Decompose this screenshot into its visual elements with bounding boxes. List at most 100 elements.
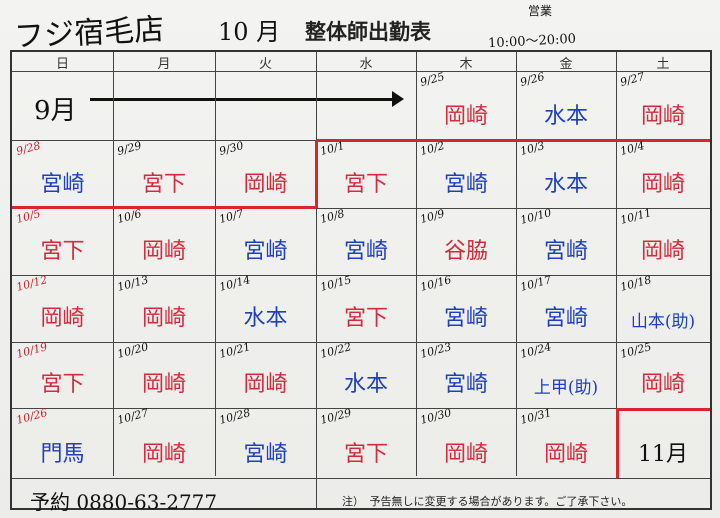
day-cell: 10/30 岡崎 <box>416 406 516 478</box>
day-cell: 10/11 岡崎 <box>616 206 710 275</box>
day-cell: 10/3 水本 <box>516 139 616 208</box>
day-cell: 10/17 宮崎 <box>516 273 616 342</box>
day-date: 9/27 <box>618 70 646 89</box>
day-date: 10/22 <box>318 340 353 361</box>
day-cell: 10/28 宮崎 <box>215 406 316 478</box>
day-cell: 10/6 岡崎 <box>113 207 215 275</box>
day-cell: 10/1 宮下 <box>316 139 416 208</box>
day-date: 10/1 <box>318 139 346 158</box>
weekday-header: 木 <box>459 57 473 72</box>
staff-name: 岡崎 <box>141 442 186 467</box>
day-cell: 10/9 谷脇 <box>416 207 516 275</box>
staff-name: 谷脇 <box>443 239 488 264</box>
day-date: 10/20 <box>115 340 150 361</box>
day-cell: 10/4 岡崎 <box>616 139 710 208</box>
day-cell: 10/12 岡崎 <box>12 273 113 342</box>
weekday-header: 土 <box>656 57 670 72</box>
day-date: 10/14 <box>217 273 252 294</box>
staff-name: 宮崎 <box>443 172 488 197</box>
staff-name: 宮崎 <box>40 172 85 197</box>
reservation-phone: 予約 0880-63-2777 <box>30 490 218 514</box>
day-date: 10/2 <box>418 139 446 158</box>
day-date: 10/21 <box>217 340 252 361</box>
weekday-header: 水 <box>359 57 373 72</box>
day-cell: 11月 <box>616 408 710 478</box>
day-date: 10/19 <box>14 340 49 361</box>
day-date: 10/8 <box>318 207 346 226</box>
day-date: 10/24 <box>518 340 553 361</box>
day-cell: 10/2 宮崎 <box>416 139 516 208</box>
day-date: 9/26 <box>518 70 546 89</box>
row-divider <box>12 208 710 209</box>
day-date: 10/25 <box>618 340 653 361</box>
day-date: 10/16 <box>418 273 453 294</box>
calendar-grid: 9月 予約 0880-63-2777 注） 予告無しに変更する場合があります。ご… <box>10 50 712 514</box>
day-date: 9/30 <box>217 139 245 158</box>
row-divider <box>12 408 710 409</box>
staff-name: 岡崎 <box>40 306 85 331</box>
day-date: 10/28 <box>217 406 252 427</box>
prev-month-label: 9月 <box>34 96 77 126</box>
day-date: 10/10 <box>518 206 553 227</box>
month-start-line <box>12 206 316 209</box>
staff-name: 宮下 <box>40 239 85 264</box>
day-cell: 10/8 宮崎 <box>316 207 416 275</box>
staff-name: 岡崎 <box>640 172 685 197</box>
staff-name: 宮下 <box>141 172 186 197</box>
month-end-line <box>616 408 619 478</box>
day-cell: 10/14 水本 <box>215 273 316 342</box>
open-label: 営業 <box>528 4 553 18</box>
day-cell: 10/18 山本(助) <box>616 273 710 342</box>
staff-name: 水本 <box>343 372 388 397</box>
day-cell: 10/10 宮崎 <box>516 206 616 275</box>
column-divider <box>215 52 216 476</box>
row-divider <box>12 275 710 276</box>
staff-name: 岡崎 <box>443 104 488 129</box>
weekday-header: 月 <box>157 57 171 72</box>
staff-name: 宮崎 <box>243 442 288 467</box>
store-name: フジ宿毛店 <box>13 12 165 55</box>
page-title: 整体師出勤表 <box>305 20 431 44</box>
staff-name: 岡崎 <box>640 239 685 264</box>
day-cell: 10/24 上甲(助) <box>516 340 616 408</box>
staff-name: 11月 <box>638 442 688 467</box>
day-cell: 9/30 岡崎 <box>215 139 316 208</box>
day-date: 10/3 <box>518 139 546 158</box>
day-date: 10/13 <box>115 273 150 294</box>
day-cell: 10/15 宮下 <box>316 273 416 342</box>
day-cell: 10/26 門馬 <box>12 406 113 478</box>
day-date: 9/25 <box>418 70 446 89</box>
staff-name: 宮下 <box>343 442 388 467</box>
day-cell: 10/23 宮崎 <box>416 340 516 408</box>
column-divider <box>113 52 114 476</box>
weekday-header: 金 <box>559 57 573 72</box>
day-cell: 10/29 宮下 <box>316 406 416 478</box>
month-start-line <box>316 139 710 142</box>
day-cell: 10/5 宮下 <box>12 207 113 275</box>
staff-name: 水本 <box>243 306 288 331</box>
staff-name: 岡崎 <box>141 306 186 331</box>
day-date: 10/12 <box>14 273 49 294</box>
column-divider <box>616 52 617 476</box>
day-date: 9/28 <box>14 139 42 158</box>
staff-name: 門馬 <box>40 442 85 467</box>
day-date: 10/26 <box>14 406 49 427</box>
staff-name: 岡崎 <box>443 442 488 467</box>
day-date: 10/5 <box>14 207 42 226</box>
day-cell: 10/31 岡崎 <box>516 406 616 478</box>
day-date: 10/4 <box>618 139 646 158</box>
day-cell: 9/28 宮崎 <box>12 139 113 208</box>
column-divider <box>416 52 417 476</box>
day-date: 10/31 <box>518 406 553 427</box>
day-cell: 10/19 宮下 <box>12 340 113 408</box>
staff-name: 岡崎 <box>640 372 685 397</box>
day-date: 10/30 <box>418 406 453 427</box>
row-divider <box>12 342 710 343</box>
staff-name: 岡崎 <box>640 104 685 129</box>
staff-name: 水本 <box>543 172 588 197</box>
column-divider <box>316 52 317 508</box>
day-date: 10/27 <box>115 406 150 427</box>
day-date: 10/9 <box>418 207 446 226</box>
staff-name: 宮崎 <box>343 239 388 264</box>
day-cell: 10/27 岡崎 <box>113 406 215 478</box>
